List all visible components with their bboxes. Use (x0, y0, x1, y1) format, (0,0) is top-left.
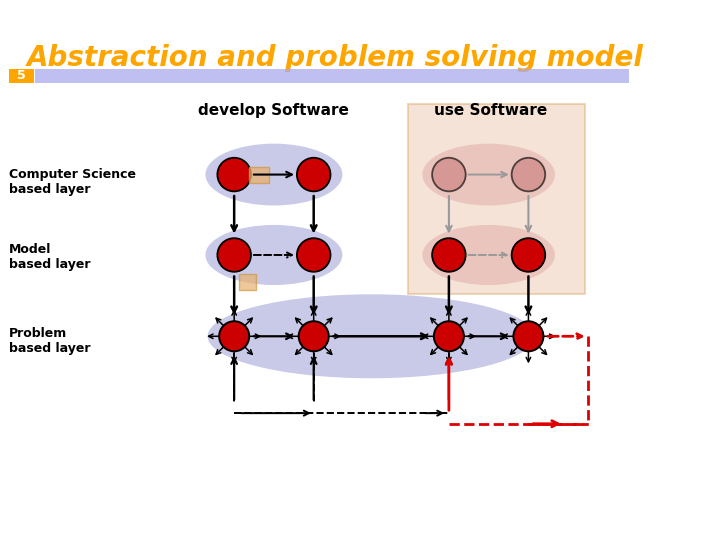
FancyBboxPatch shape (238, 274, 256, 291)
Text: Abstraction and problem solving model: Abstraction and problem solving model (27, 44, 644, 72)
Circle shape (217, 238, 251, 272)
Ellipse shape (205, 144, 343, 206)
Circle shape (512, 238, 545, 272)
Circle shape (432, 158, 466, 191)
Circle shape (219, 321, 249, 352)
Ellipse shape (205, 225, 343, 285)
Circle shape (297, 238, 330, 272)
Ellipse shape (207, 294, 535, 378)
FancyBboxPatch shape (9, 69, 34, 83)
Circle shape (297, 158, 330, 191)
Text: 5: 5 (17, 69, 26, 82)
Circle shape (299, 321, 329, 352)
Circle shape (217, 158, 251, 191)
Text: develop Software: develop Software (199, 104, 349, 118)
Text: Model
based layer: Model based layer (9, 243, 90, 271)
Text: Computer Science
based layer: Computer Science based layer (9, 167, 136, 195)
Circle shape (512, 158, 545, 191)
Circle shape (432, 238, 466, 272)
Text: Problem
based layer: Problem based layer (9, 327, 90, 355)
Text: use Software: use Software (433, 104, 547, 118)
FancyBboxPatch shape (408, 104, 585, 294)
Ellipse shape (423, 225, 555, 285)
FancyBboxPatch shape (35, 69, 629, 83)
Circle shape (434, 321, 464, 352)
Ellipse shape (423, 144, 555, 206)
FancyBboxPatch shape (249, 167, 269, 183)
Circle shape (513, 321, 544, 352)
